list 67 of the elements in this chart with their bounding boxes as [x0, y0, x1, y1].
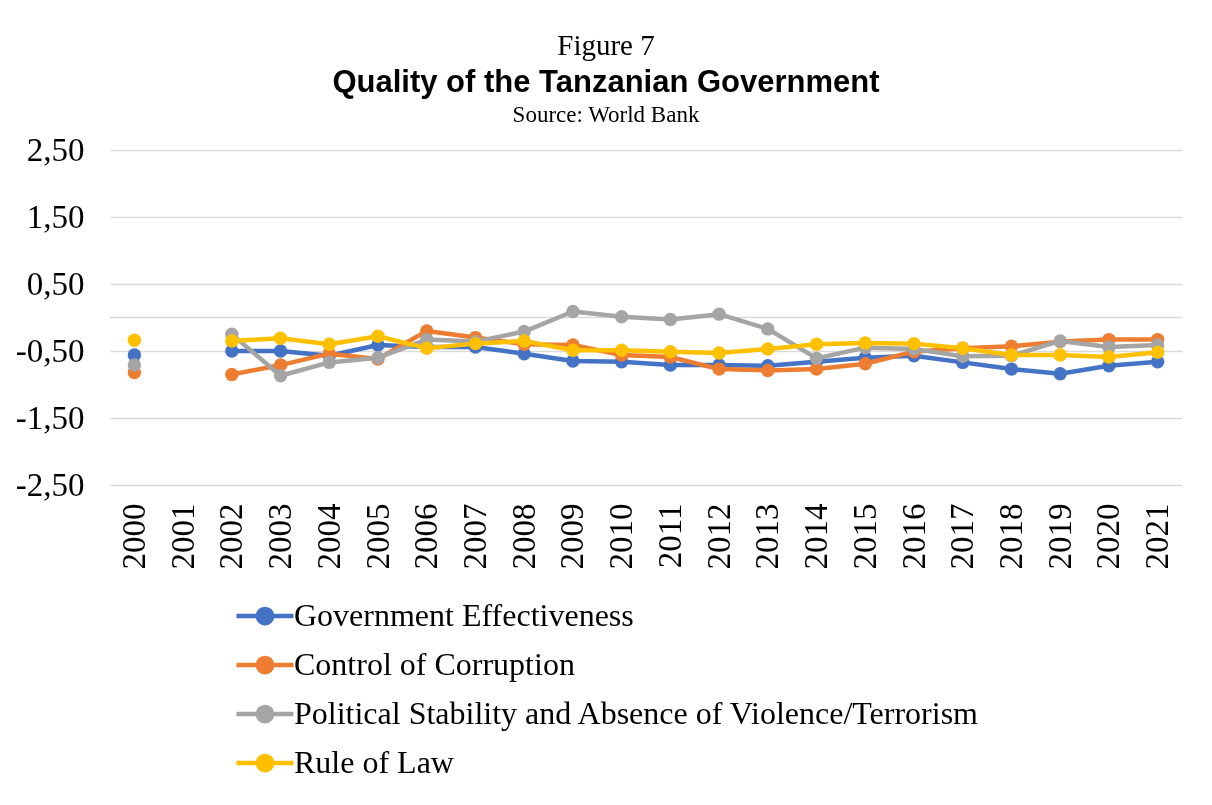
x-tick-label: 2008 — [505, 503, 542, 570]
y-tick-label: -1,50 — [15, 399, 85, 436]
point — [566, 343, 580, 358]
legend-label: Rule of Law — [294, 744, 454, 780]
point — [858, 336, 872, 350]
point — [1053, 348, 1067, 362]
point — [273, 331, 288, 345]
x-tick-label: 2005 — [359, 503, 396, 570]
x-tick-label: 2016 — [895, 503, 932, 570]
point — [322, 355, 336, 370]
point — [225, 334, 239, 348]
x-tick-label: 2001 — [164, 503, 201, 570]
x-tick-label: 2000 — [115, 503, 152, 570]
y-tick-label: 2,50 — [26, 131, 85, 168]
x-tick-label: 2015 — [846, 503, 883, 570]
x-tick-label: 2003 — [262, 503, 299, 570]
x-tick-label: 2017 — [944, 503, 981, 570]
point — [1004, 362, 1019, 376]
x-tick-label: 2010 — [603, 503, 640, 570]
point — [809, 351, 824, 366]
point — [712, 307, 726, 321]
point — [712, 362, 726, 376]
x-tick-label: 2002 — [213, 503, 250, 570]
caption: Figure 7 — [557, 29, 655, 61]
y-tick-label: -2,50 — [15, 466, 85, 503]
point — [1150, 345, 1165, 360]
point — [371, 329, 385, 343]
x-tick-label: 2014 — [798, 503, 835, 570]
x-tick-label: 2012 — [700, 503, 737, 570]
point — [127, 333, 142, 347]
point — [809, 337, 824, 351]
x-tick-label: 2009 — [554, 503, 591, 570]
x-tick-label: 2019 — [1041, 503, 1078, 570]
x-tick-label: 2018 — [992, 503, 1029, 570]
point — [614, 310, 629, 324]
point — [273, 344, 288, 358]
point — [1053, 367, 1067, 381]
x-tick-label: 2004 — [310, 503, 347, 570]
legend-label: Political Stability and Absence of Violence/Terrorism — [294, 695, 979, 731]
x-tick-label: 2013 — [749, 503, 786, 570]
y-tick-label: -0,50 — [15, 332, 85, 369]
point — [1102, 350, 1116, 364]
point — [566, 304, 580, 319]
legend-label: Government Effectiveness — [294, 597, 634, 633]
x-tick-label: 2006 — [408, 503, 445, 570]
y-tick-label: 1,50 — [26, 198, 85, 235]
point — [273, 369, 288, 383]
x-tick-label: 2007 — [456, 503, 493, 570]
point — [225, 367, 239, 382]
point — [322, 337, 336, 351]
chart-subtitle: Source: World Bank — [512, 102, 700, 127]
x-tick-label: 2020 — [1090, 503, 1127, 570]
legend-label: Control of Corruption — [294, 646, 575, 682]
point — [663, 344, 678, 359]
x-tick-label: 2021 — [1139, 503, 1176, 570]
y-tick-label: 0,50 — [26, 265, 85, 302]
point — [663, 312, 678, 327]
point — [712, 346, 726, 360]
chart-title: Quality of the Tanzanian Government — [332, 64, 880, 99]
x-tick-label: 2011 — [651, 503, 688, 569]
point — [761, 322, 775, 336]
point — [614, 343, 629, 358]
point — [127, 358, 142, 372]
point — [761, 363, 775, 378]
point — [907, 336, 921, 351]
point — [761, 342, 775, 356]
point — [858, 357, 872, 371]
